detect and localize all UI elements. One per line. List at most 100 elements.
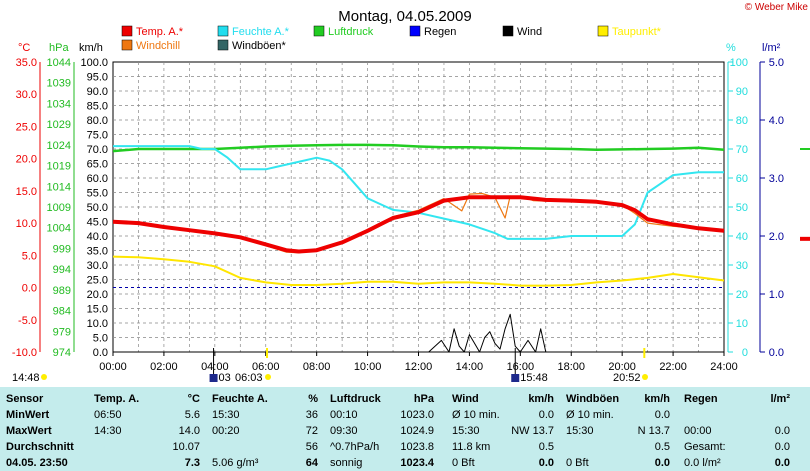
table-cell: 0.5: [538, 441, 554, 453]
temp-tick-label: 25.0: [16, 121, 37, 133]
temp-tick-label: -10.0: [12, 347, 37, 359]
table-cell: 06:50: [94, 409, 122, 421]
table-cell: 1023.8: [400, 441, 434, 453]
wind-tick-label: 30.0: [87, 260, 108, 272]
wind-axis-unit: km/h: [79, 42, 103, 54]
table-row-label: Durchschnitt: [6, 441, 74, 453]
legend-label: Regen: [424, 26, 456, 38]
humidity-tick-label: 20: [736, 289, 748, 301]
weather-chart: Montag, 04.05.2009 © Weber Mike Temp. A.* F…: [12, 2, 810, 384]
legend-label: Luftdruck: [328, 26, 374, 38]
wind-tick-label: 95.0: [87, 72, 108, 84]
table-header-rain-unit: l/m²: [770, 393, 790, 405]
table-cell: 11.8 km: [452, 441, 491, 453]
time-tick-label: 10:00: [354, 361, 382, 373]
pressure-axis-unit: hPa: [49, 42, 69, 54]
wind-tick-label: 20.0: [87, 289, 108, 301]
legend-swatch: [313, 25, 325, 37]
wind-tick-label: 0.0: [93, 347, 108, 359]
table-cell: 1023.4: [400, 457, 434, 469]
table-cell: N 13.7: [637, 425, 670, 437]
table-cell: 0.5: [654, 441, 670, 453]
table-header-humidity: Feuchte A.: [212, 393, 268, 405]
table-header-gusts-unit: km/h: [644, 393, 670, 405]
table-cell: 5.06 g/m³: [212, 457, 259, 469]
wind-tick-label: 55.0: [87, 188, 108, 200]
pressure-tick-label: 1039: [47, 78, 71, 90]
wind-tick-label: 75.0: [87, 130, 108, 142]
time-tick-label: 24:00: [710, 361, 738, 373]
temp-tick-label: 15.0: [16, 186, 37, 198]
rain-tick-label: 5.0: [769, 57, 784, 69]
table-header-wind: Wind: [452, 393, 479, 405]
table-header-rain: Regen: [684, 393, 718, 405]
table-cell: 0.0: [654, 457, 670, 469]
table-header-humidity-unit: %: [308, 393, 318, 405]
moon-time-label: 03: [219, 372, 231, 384]
rain-tick-label: 3.0: [769, 173, 784, 185]
legend-label: Taupunkt*: [612, 26, 662, 38]
legend-label: Windböen*: [232, 40, 287, 52]
series-line-wind: [113, 313, 724, 353]
pressure-tick-label: 994: [53, 264, 71, 276]
chart-title: Montag, 04.05.2009: [338, 8, 471, 25]
rain-axis-unit: l/m²: [762, 42, 781, 54]
legend-swatch: [502, 25, 514, 37]
time-tick-label: 22:00: [659, 361, 687, 373]
moonset-icon: [511, 374, 520, 382]
table-cell: 10.07: [172, 441, 200, 453]
table-cell: 0.0: [654, 409, 670, 421]
table-header-sensor: Sensor: [6, 393, 44, 405]
pressure-tick-label: 1004: [47, 223, 71, 235]
table-cell: 0.0: [774, 441, 790, 453]
rain-tick-label: 0.0: [769, 347, 784, 359]
pressure-tick-label: 989: [53, 285, 71, 297]
wind-tick-label: 40.0: [87, 231, 108, 243]
legend-swatch: [121, 39, 133, 51]
wind-tick-label: 65.0: [87, 159, 108, 171]
sunrise-icon: [265, 374, 271, 380]
rain-tick-label: 4.0: [769, 115, 784, 127]
humidity-tick-label: 90: [736, 86, 748, 98]
time-tick-label: 06:00: [252, 361, 280, 373]
table-cell: 0 Bft: [452, 457, 475, 469]
rain-tick-label: 1.0: [769, 289, 784, 301]
temp-tick-label: 5.0: [22, 250, 37, 262]
table-row-label: MinWert: [6, 409, 50, 421]
table-cell: ^0.7hPa/h: [330, 441, 380, 453]
pressure-tick-label: 979: [53, 326, 71, 338]
wind-tick-label: 60.0: [87, 173, 108, 185]
table-header-pressure-unit: hPa: [413, 393, 434, 405]
pressure-tick-label: 1019: [47, 161, 71, 173]
temp-tick-label: 0.0: [22, 283, 37, 295]
humidity-tick-label: 70: [736, 144, 748, 156]
wind-tick-label: 35.0: [87, 246, 108, 258]
pressure-tick-label: 999: [53, 243, 71, 255]
event-time-left: 14:48: [12, 372, 40, 384]
statistics-panel: Sensor Temp. A. °C Feuchte A. % Luftdruc…: [0, 387, 810, 471]
legend-swatch: [217, 25, 229, 37]
series-line-taupunkt: [112, 255, 725, 287]
table-header-wind-unit: km/h: [528, 393, 554, 405]
table-cell: 15:30: [566, 425, 594, 437]
legend-swatch: [409, 25, 421, 37]
table-cell: 14.0: [178, 425, 200, 437]
table-cell: 00:20: [212, 425, 240, 437]
legend-label: Feuchte A.*: [232, 26, 290, 38]
table-cell: NW 13.7: [511, 425, 554, 437]
humidity-tick-label: 80: [736, 115, 748, 127]
legend-label: Temp. A.*: [136, 26, 184, 38]
table-cell: 15:30: [452, 425, 480, 437]
table-row-label: 04.05. 23:50: [6, 457, 68, 469]
wind-tick-label: 10.0: [87, 318, 108, 330]
table-row-label: MaxWert: [6, 425, 52, 437]
wind-tick-label: 5.0: [93, 333, 108, 345]
table-cell: 14:30: [94, 425, 122, 437]
temp-tick-label: 20.0: [16, 154, 37, 166]
sunrise-time-label: 06:03: [235, 372, 263, 384]
rain-tick-label: 2.0: [769, 231, 784, 243]
wind-tick-label: 85.0: [87, 101, 108, 113]
legend-swatch: [597, 25, 609, 37]
table-cell: 1023.0: [400, 409, 434, 421]
table-cell: 0.0: [774, 457, 790, 469]
